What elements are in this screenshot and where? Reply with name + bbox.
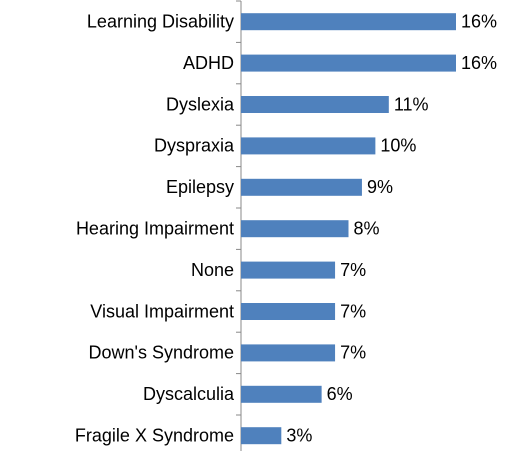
data-label: 7%	[340, 343, 366, 363]
bar	[241, 13, 456, 31]
bar	[241, 261, 336, 279]
bar	[241, 344, 336, 362]
category-label: Hearing Impairment	[76, 218, 234, 238]
category-label: ADHD	[183, 53, 234, 73]
data-label: 8%	[354, 218, 380, 238]
category-label: Down's Syndrome	[89, 343, 235, 363]
bar	[241, 385, 322, 403]
category-label: None	[191, 260, 234, 280]
bar	[241, 178, 362, 196]
category-label: Dyscalculia	[143, 384, 235, 404]
data-label: 16%	[461, 11, 497, 31]
bar	[241, 96, 389, 113]
bar	[241, 303, 336, 320]
bar	[241, 427, 282, 445]
category-label: Dyspraxia	[154, 136, 235, 156]
data-label: 16%	[461, 53, 497, 73]
category-label: Dyslexia	[166, 94, 235, 114]
category-label: Epilepsy	[166, 177, 234, 197]
data-label: 11%	[394, 94, 429, 114]
bar	[241, 220, 349, 238]
data-label: 6%	[327, 384, 353, 404]
bar	[241, 137, 376, 155]
data-label: 7%	[340, 301, 366, 321]
data-label: 3%	[286, 425, 312, 445]
category-label: Visual Impairment	[90, 301, 234, 321]
category-label: Fragile X Syndrome	[75, 425, 234, 445]
data-label: 7%	[340, 260, 366, 280]
data-label: 9%	[367, 177, 393, 197]
data-label: 10%	[380, 136, 416, 156]
category-label: Learning Disability	[87, 11, 234, 31]
bar	[241, 54, 456, 72]
